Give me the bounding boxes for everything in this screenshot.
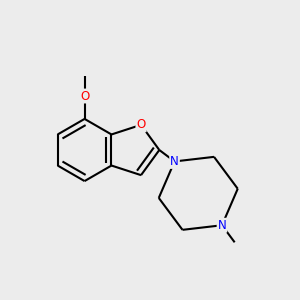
Text: O: O (136, 118, 146, 131)
Text: N: N (218, 219, 226, 232)
Text: O: O (80, 89, 89, 103)
Text: N: N (170, 155, 179, 168)
